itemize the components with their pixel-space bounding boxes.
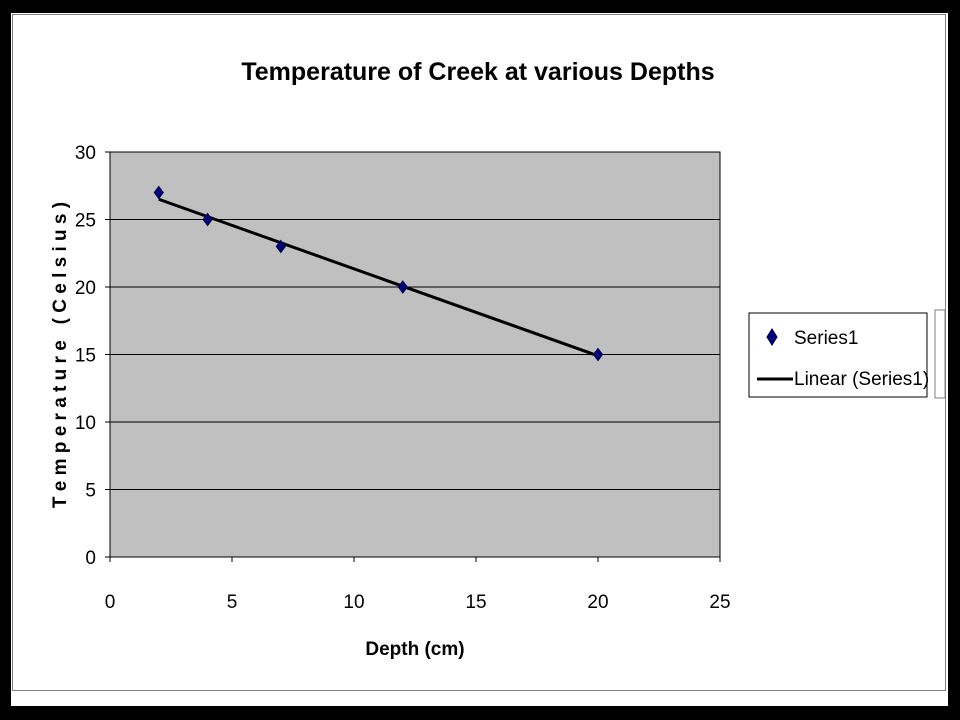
x-tick-label-5: 5 bbox=[227, 592, 238, 613]
y-tick-label-20: 20 bbox=[75, 278, 96, 299]
y-tick-label-15: 15 bbox=[75, 346, 96, 367]
data-point-2 bbox=[202, 212, 213, 227]
x-axis-title: Depth (cm) bbox=[365, 639, 464, 660]
y-tick-label-5: 5 bbox=[85, 481, 96, 502]
x-tick-label-25: 25 bbox=[709, 592, 730, 613]
legend[interactable]: Series1 Linear (Series1) bbox=[748, 312, 929, 398]
data-point-3 bbox=[275, 239, 286, 254]
legend-marker-series1 bbox=[766, 328, 778, 346]
data-point-1 bbox=[153, 185, 164, 200]
x-tick-label-20: 20 bbox=[587, 592, 608, 613]
y-tick-label-30: 30 bbox=[75, 143, 96, 164]
x-tick-label-0: 0 bbox=[105, 592, 116, 613]
x-tick-label-10: 10 bbox=[343, 592, 364, 613]
chart-title: Temperature of Creek at various Depths bbox=[241, 58, 714, 86]
trendline-layer bbox=[158, 197, 599, 358]
legend-overflow-frame bbox=[934, 309, 946, 399]
y-axis-ticks: 0 5 10 15 20 25 30 bbox=[75, 143, 110, 569]
y-tick-label-0: 0 bbox=[85, 548, 96, 569]
y-tick-label-25: 25 bbox=[75, 211, 96, 232]
x-axis-ticks: 0 5 10 15 20 25 bbox=[105, 557, 731, 613]
y-tick-label-10: 10 bbox=[75, 413, 96, 434]
legend-box bbox=[748, 312, 928, 398]
legend-label-trendline: Linear (Series1) bbox=[794, 369, 929, 390]
trendline bbox=[158, 197, 599, 358]
legend-label-series1: Series1 bbox=[794, 328, 858, 349]
data-point-4 bbox=[397, 280, 408, 294]
x-tick-label-15: 15 bbox=[465, 592, 486, 613]
y-axis-title: T e m p e r a t u r e ( C e l s i u s ) bbox=[50, 202, 71, 508]
data-points bbox=[153, 185, 604, 362]
data-point-5 bbox=[592, 347, 604, 362]
